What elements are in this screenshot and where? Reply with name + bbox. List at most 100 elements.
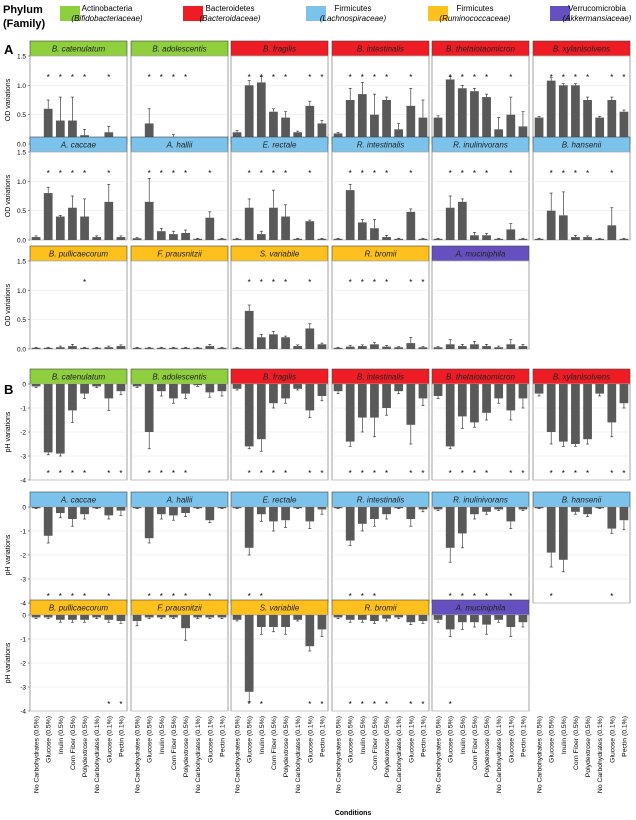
x-tick-label: No Carbohydrates (0.5%) xyxy=(235,716,242,793)
panel-b-xylanisolvens: B. xylanisolvens * * * * * * xyxy=(532,368,631,481)
panel-b-adolescentis: B. adolescentis * * * * xyxy=(130,40,229,145)
plot-area xyxy=(29,260,128,350)
significance-star: * xyxy=(373,469,376,478)
bar xyxy=(506,507,516,522)
significance-star: * xyxy=(473,592,476,601)
bar xyxy=(293,384,303,389)
bar xyxy=(55,216,65,240)
panel-title: B. adolescentis xyxy=(152,45,206,54)
bar xyxy=(518,238,528,240)
significance-star: * xyxy=(473,73,476,82)
bar xyxy=(31,384,41,387)
x-tick-label: Inulin (0.5%) xyxy=(360,716,367,754)
bar xyxy=(482,97,491,144)
bar xyxy=(534,384,544,394)
bar xyxy=(244,507,254,548)
significance-star: * xyxy=(83,278,86,287)
bar xyxy=(193,238,203,240)
y-tick-label: -2 xyxy=(20,553,26,560)
bar xyxy=(31,507,41,509)
significance-star: * xyxy=(550,592,553,601)
plot-area xyxy=(331,260,430,350)
significance-star: * xyxy=(550,73,553,82)
panel-title: A. hallii xyxy=(166,496,193,505)
panel-title: B. thetaiotaomicron xyxy=(446,45,515,54)
panel-title: B. catenulatum xyxy=(52,373,106,382)
bar xyxy=(382,237,391,240)
bar xyxy=(433,615,443,620)
panel-title: S. variabile xyxy=(260,604,300,613)
significance-star: * xyxy=(385,73,388,82)
significance-star: * xyxy=(160,469,163,478)
bar xyxy=(104,384,114,399)
y-tick-label: -4 xyxy=(20,709,26,716)
bar xyxy=(518,615,528,623)
bar xyxy=(494,129,504,144)
bar xyxy=(156,347,166,349)
panel-b-thetaiotaomicron: B. thetaiotaomicron * * * * * * xyxy=(431,368,530,481)
x-tick-label: Inulin (0.5%) xyxy=(561,716,568,754)
bar xyxy=(357,94,367,144)
significance-star: * xyxy=(308,700,311,709)
significance-star: * xyxy=(172,169,175,178)
bar xyxy=(232,238,242,240)
bar xyxy=(217,615,227,618)
bar xyxy=(269,384,278,404)
panel-title: B. fragilis xyxy=(263,373,296,382)
y-axis-label: pH variations xyxy=(5,411,12,452)
x-tick-label: No Carbohydrates (0.1%) xyxy=(396,716,403,793)
bar xyxy=(281,216,290,240)
panel-b-catenulatum: B. catenulatum * * * * * xyxy=(29,40,128,145)
panel-title: R. bromii xyxy=(364,250,396,259)
significance-star: * xyxy=(107,592,110,601)
significance-star: * xyxy=(409,469,412,478)
bar xyxy=(470,507,479,515)
bar xyxy=(281,384,290,399)
bar xyxy=(406,615,416,623)
significance-star: * xyxy=(184,469,187,478)
panel-b-catenulatum: B. catenulatum * * * * * * xyxy=(29,368,128,481)
bar xyxy=(205,615,215,618)
bar xyxy=(595,238,605,240)
legend-swatch-bacteroidetes xyxy=(183,6,203,21)
bar xyxy=(169,507,178,516)
panel-s-variabile: S. variabile * * * * * xyxy=(230,245,329,350)
bar xyxy=(205,384,215,393)
panel-title: A. caccae xyxy=(60,496,97,505)
significance-star: * xyxy=(385,169,388,178)
panel-a-hallii: A. hallii * * * * * xyxy=(130,136,229,241)
bar xyxy=(571,384,580,444)
bar xyxy=(382,615,391,619)
significance-star: * xyxy=(272,278,275,287)
x-tick-label: Inulin (0.5%) xyxy=(259,716,266,754)
panel-title: B. adolescentis xyxy=(152,373,206,382)
panel-s-variabile: S. variabile * * * * xyxy=(230,599,329,712)
x-tick-label: Polydextrose (0.5%) xyxy=(585,716,592,777)
significance-star: * xyxy=(449,169,452,178)
significance-star: * xyxy=(349,169,352,178)
x-tick-label: Inulin (0.5%) xyxy=(159,716,166,754)
significance-star: * xyxy=(248,700,251,709)
significance-star: * xyxy=(83,73,86,82)
significance-star: * xyxy=(521,469,524,478)
bar xyxy=(217,347,227,349)
significance-star: * xyxy=(562,73,565,82)
x-tick-label: Glucose (0.1%) xyxy=(609,716,616,763)
significance-star: * xyxy=(509,169,512,178)
x-tick-label: No Carbohydrates (0.1%) xyxy=(195,716,202,793)
x-tick-label: Glucose (0.1%) xyxy=(307,716,314,763)
bar xyxy=(305,105,315,144)
bar xyxy=(132,347,142,349)
panel-title: A. caccae xyxy=(60,141,97,150)
bar xyxy=(293,507,303,509)
bar xyxy=(406,211,416,240)
significance-star: * xyxy=(449,73,452,82)
panel-title: B. intestinalis xyxy=(357,373,404,382)
x-tick-label: Glucose (0.1%) xyxy=(106,716,113,763)
panel-b-fragilis: B. fragilis * * * * * * xyxy=(230,368,329,481)
bar xyxy=(571,237,580,240)
panel-title: B. xylanisolvens xyxy=(553,45,610,54)
legend-family: (Akkermansiaceae) xyxy=(563,14,632,23)
bar xyxy=(418,238,428,240)
bar xyxy=(333,615,343,618)
